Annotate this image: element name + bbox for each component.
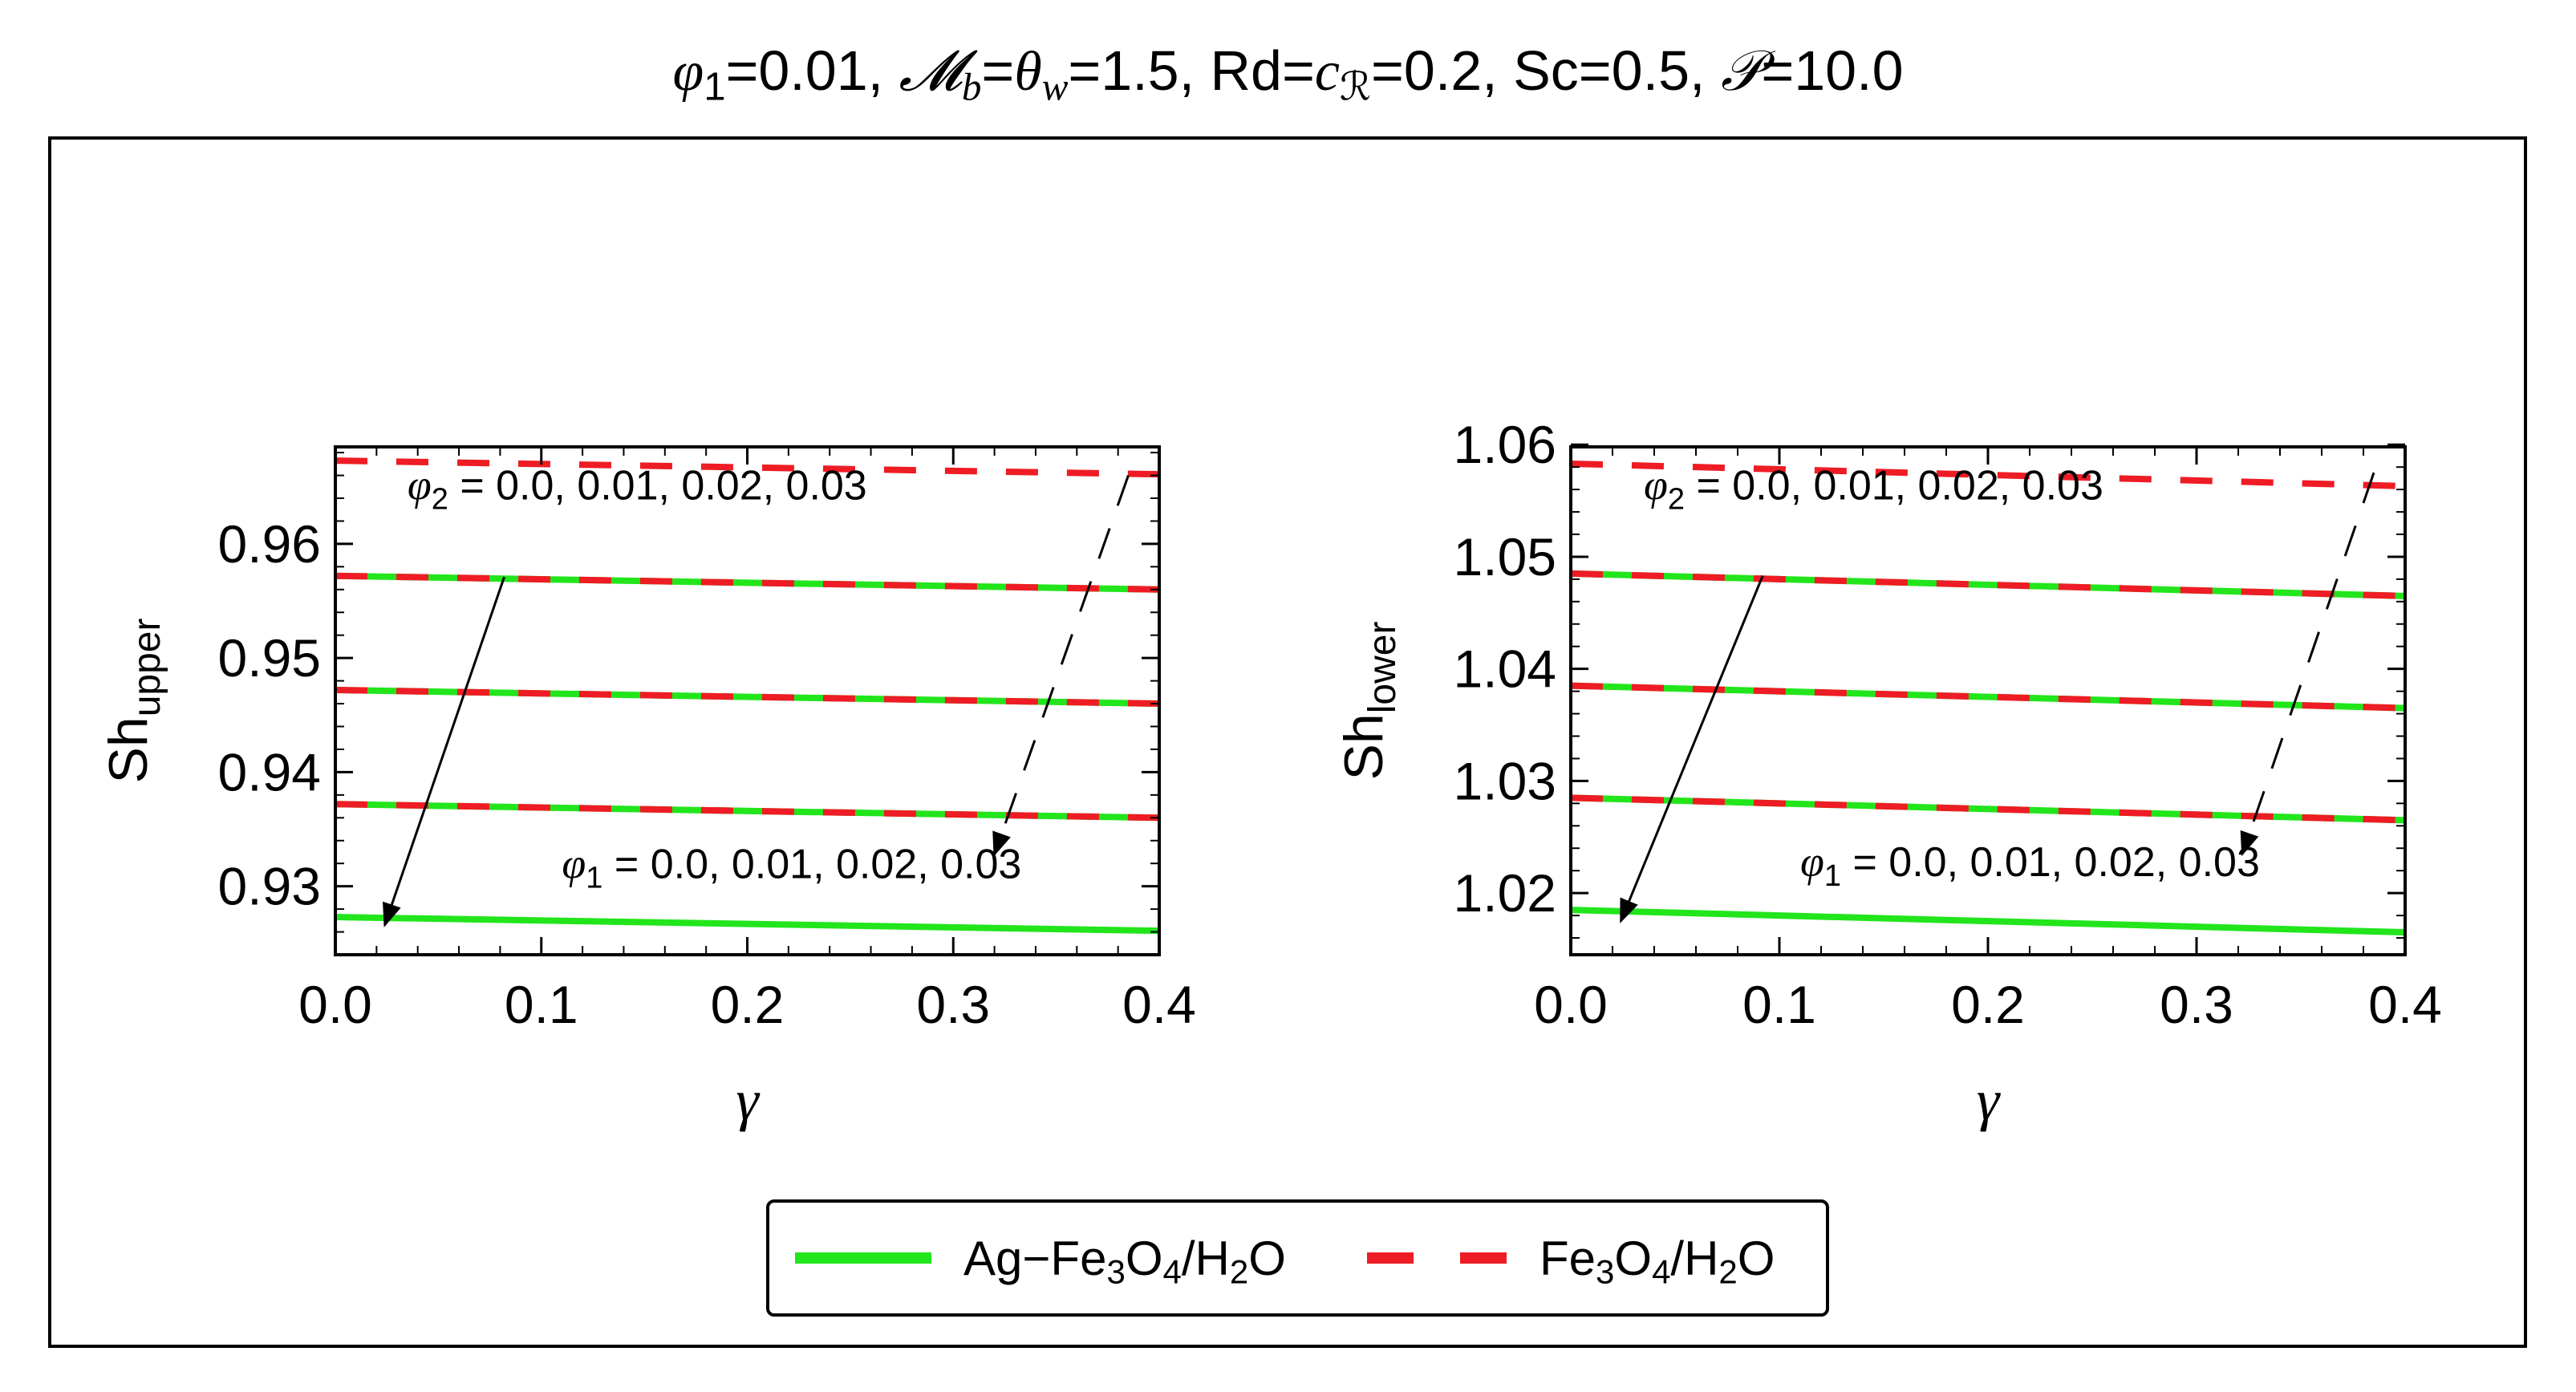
figure-title: φ1=0.01, 𝓜b=θw=1.5, Rd=cℛ=0.2, Sc=0.5, 𝒫… — [0, 30, 2576, 112]
legend-swatch-dashed-red — [1367, 1252, 1507, 1264]
series-line-fe3o4-h2o — [335, 686, 1159, 708]
y-tick-label: 1.02 — [1454, 863, 1556, 923]
y-axis-label: Shupper — [98, 619, 168, 784]
y-axis-label-subscript: lower — [1361, 622, 1404, 714]
legend-label-fe3o4-h2o: Fe3O4/H2O — [1540, 1231, 1775, 1290]
title-part4: =10.0 — [1761, 39, 1904, 102]
series-line-fe3o4-h2o — [335, 801, 1159, 822]
title-c-symbol: c — [1314, 41, 1340, 103]
title-part3: =0.2, Sc=0.5, — [1371, 39, 1721, 102]
y-tick-label: 1.05 — [1454, 527, 1556, 586]
annotation-label: φ2 = 0.0, 0.01, 0.02, 0.03 — [408, 461, 867, 516]
series-line-fe3o4-h2o — [1571, 570, 2405, 599]
title-m-subscript: b — [961, 64, 982, 109]
series-line-ag-fe3o4-h2o — [335, 914, 1159, 935]
annotation-phi-subscript: 1 — [1824, 859, 1841, 893]
series-line-fe3o4-h2o — [1571, 682, 2405, 712]
series-line-fe3o4-h2o — [1571, 794, 2405, 824]
series-group — [1571, 460, 2405, 936]
y-axis-label-subscript: upper — [126, 619, 168, 717]
y-tick-label: 1.06 — [1454, 415, 1556, 474]
y-axis-label: Shlower — [1333, 622, 1404, 781]
x-axis-label: γ — [736, 1068, 760, 1132]
x-tick-label: 0.3 — [916, 975, 990, 1034]
y-tick-label: 0.96 — [218, 514, 321, 574]
annotation-label: φ1 = 0.0, 0.01, 0.02, 0.03 — [562, 840, 1021, 895]
x-tick-label: 0.4 — [2368, 975, 2442, 1034]
legend-item-ag-fe3o4-h2o: Ag−Fe3O4/H2O — [795, 1203, 1286, 1313]
title-phi-subscript: 1 — [704, 65, 726, 109]
y-tick-label: 1.04 — [1454, 639, 1556, 699]
figure-frame — [48, 136, 2527, 1348]
arrow-solid-phi2 — [383, 576, 505, 927]
annotation-phi-subscript: 2 — [1668, 483, 1685, 517]
arrow-dashed-phi1 — [992, 475, 1130, 857]
x-tick-label: 0.3 — [2160, 975, 2233, 1034]
series-line-ag-fe3o4-h2o — [1571, 907, 2405, 936]
annotation-values: = 0.0, 0.01, 0.02, 0.03 — [1841, 839, 2260, 886]
y-tick-label: 0.95 — [218, 628, 321, 688]
y-axis-label-base: Sh — [98, 716, 159, 783]
annotation-phi: φ — [1800, 838, 1824, 886]
x-tick-label: 0.0 — [1534, 975, 1608, 1034]
arrow-solid-phi2 — [1620, 575, 1764, 923]
arrow-dashed-phi1 — [2240, 472, 2375, 857]
title-c-subscript: ℛ — [1339, 65, 1372, 109]
y-tick-label: 0.93 — [218, 857, 321, 916]
series-line-fe3o4-h2o — [335, 457, 1159, 478]
title-phi-symbol: φ — [672, 41, 704, 103]
series-group — [335, 457, 1159, 935]
annotation-label: φ2 = 0.0, 0.01, 0.02, 0.03 — [1644, 461, 2103, 517]
x-tick-label: 0.0 — [298, 975, 372, 1034]
y-tick-label: 0.94 — [218, 742, 321, 802]
title-part2: =1.5, Rd= — [1068, 39, 1315, 102]
annotation-phi-subscript: 1 — [586, 862, 602, 895]
annotation-values: = 0.0, 0.01, 0.02, 0.03 — [602, 842, 1021, 888]
y-axis-label-base: Sh — [1333, 713, 1394, 780]
x-tick-label: 0.4 — [1122, 975, 1196, 1034]
annotation-values: = 0.0, 0.01, 0.02, 0.03 — [1685, 463, 2103, 509]
x-tick-label: 0.1 — [505, 975, 578, 1034]
legend: Ag−Fe3O4/H2O Fe3O4/H2O — [766, 1199, 1829, 1317]
y-tick-label: 1.03 — [1454, 751, 1556, 810]
title-p-symbol: 𝒫 — [1720, 41, 1762, 103]
title-m-symbol: 𝓜 — [899, 41, 962, 103]
annotation-phi: φ — [562, 840, 586, 888]
annotation-phi-subscript: 2 — [432, 482, 448, 516]
series-line-fe3o4-h2o — [1571, 460, 2405, 489]
annotation-phi: φ — [1644, 461, 1668, 509]
annotation-values: = 0.0, 0.01, 0.02, 0.03 — [448, 462, 867, 509]
x-tick-label: 0.2 — [1951, 975, 2025, 1034]
annotation-label: φ1 = 0.0, 0.01, 0.02, 0.03 — [1800, 838, 2260, 893]
title-part1: =0.01, — [725, 39, 899, 102]
x-axis-label: γ — [1977, 1068, 2001, 1132]
series-line-fe3o4-h2o — [335, 572, 1159, 593]
legend-item-fe3o4-h2o: Fe3O4/H2O — [1367, 1203, 1775, 1313]
x-tick-label: 0.2 — [711, 975, 785, 1034]
title-eq1: = — [981, 39, 1015, 102]
x-tick-label: 0.1 — [1742, 975, 1816, 1034]
title-theta-subscript: w — [1041, 64, 1069, 109]
annotation-phi: φ — [408, 461, 432, 509]
title-theta-symbol: θ — [1014, 41, 1042, 103]
legend-swatch-solid-green — [795, 1252, 931, 1264]
legend-label-ag-fe3o4-h2o: Ag−Fe3O4/H2O — [963, 1231, 1286, 1290]
